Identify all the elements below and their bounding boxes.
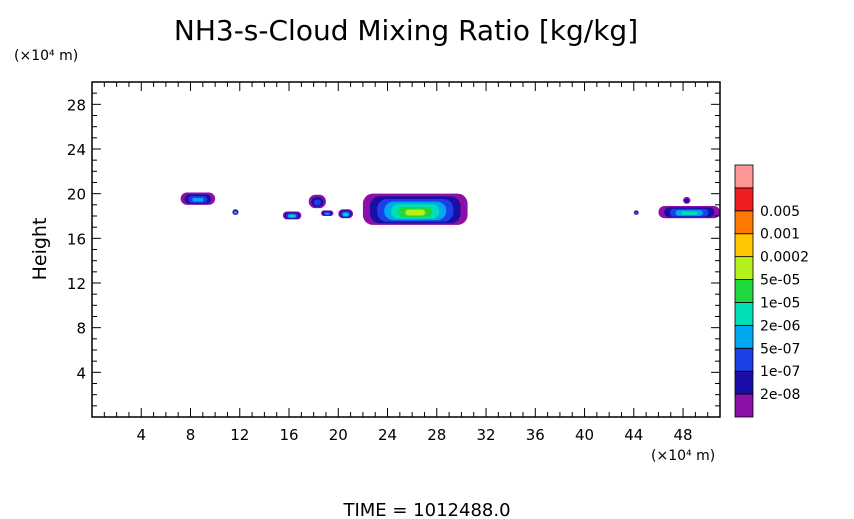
- y-tick-label: 4: [76, 364, 86, 382]
- x-axis-unit: (×10⁴ m): [651, 448, 715, 464]
- colorbar-label: 0.001: [760, 227, 800, 243]
- colorbar: 2e-08 1e-07 5e-07 2e-06 1e-05 5e-05 0.0002 0.00…: [734, 164, 809, 418]
- x-tick-label: 48: [674, 426, 693, 444]
- y-tick-label: 12: [67, 275, 86, 293]
- colorbar-label: 1e-07: [760, 364, 800, 380]
- colorbar-label: 0.0002: [760, 250, 809, 266]
- x-tick-label: 8: [186, 426, 196, 444]
- x-tick-label: 32: [476, 426, 495, 444]
- colorbar-label: 2e-08: [760, 387, 800, 403]
- cloud-cell: [289, 215, 295, 218]
- colorbar-swatch: [734, 324, 754, 349]
- cloud-cell: [343, 213, 348, 216]
- colorbar-swatch: [734, 370, 754, 395]
- x-tick-label: 36: [526, 426, 545, 444]
- cloud-cell: [405, 209, 426, 216]
- chart-title: NH3-s-Cloud Mixing Ratio [kg/kg]: [174, 14, 638, 47]
- cloud-cell: [234, 211, 237, 214]
- colorbar-label: 0.005: [760, 204, 800, 220]
- cloud-cell: [681, 211, 698, 215]
- x-tick-label: 24: [378, 426, 397, 444]
- time-footer: TIME = 1012488.0: [342, 500, 510, 519]
- colorbar-swatch: [734, 302, 754, 326]
- x-tick-label: 40: [575, 426, 594, 444]
- x-tick-label: 4: [136, 426, 146, 444]
- y-axis-unit: (×10⁴ m): [14, 48, 78, 64]
- colorbar-swatch: [734, 187, 754, 212]
- colorbar-swatch: [734, 164, 754, 189]
- colorbar-swatch: [734, 393, 754, 418]
- y-tick-label: 16: [67, 230, 86, 248]
- cloud-regions: [180, 192, 720, 225]
- colorbar-swatch: [734, 279, 754, 303]
- colorbar-swatch: [734, 210, 754, 235]
- x-tick-label: 12: [230, 426, 249, 444]
- y-tick-label: 24: [67, 141, 86, 159]
- cloud-cell: [313, 199, 321, 206]
- colorbar-label: 5e-07: [760, 341, 800, 357]
- colorbar-swatch: [734, 347, 754, 372]
- cloud-cell: [325, 212, 330, 215]
- colorbar-label: 2e-06: [760, 318, 800, 334]
- x-tick-label: 20: [329, 426, 348, 444]
- y-axis-label: Height: [29, 218, 51, 281]
- y-tick-label: 8: [76, 320, 86, 338]
- cloud-cell: [635, 212, 638, 214]
- x-tick-label: 28: [427, 426, 446, 444]
- colorbar-swatch: [734, 233, 754, 258]
- x-tick-label: 44: [624, 426, 643, 444]
- colorbar-label: 5e-05: [760, 273, 800, 289]
- cloud-cell: [684, 198, 689, 203]
- x-tick-label: 16: [279, 426, 298, 444]
- colorbar-swatch: [734, 256, 754, 280]
- y-tick-label: 20: [67, 186, 86, 204]
- colorbar-label: 1e-05: [760, 295, 800, 311]
- y-tick-label: 28: [67, 96, 86, 114]
- cloud-cell: [192, 197, 204, 202]
- plot-frame: [91, 81, 721, 418]
